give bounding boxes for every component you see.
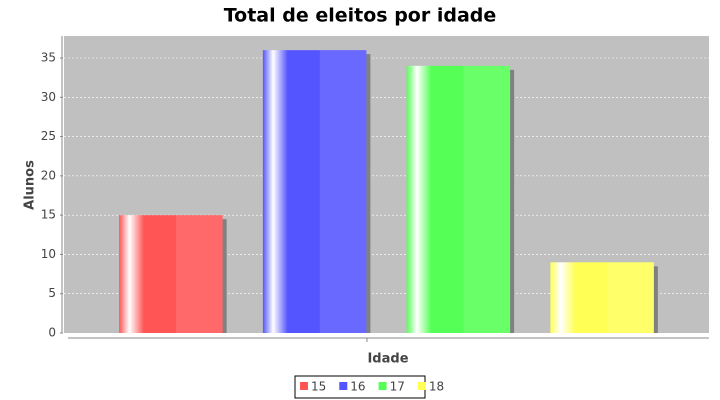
- y-tick-label: 5: [48, 286, 56, 300]
- y-tick-label: 0: [48, 326, 56, 340]
- bar: [119, 215, 223, 333]
- bar-highlight: [176, 215, 223, 333]
- y-tick-label: 10: [41, 247, 56, 261]
- y-tick-label: 15: [41, 208, 56, 222]
- legend-swatch: [339, 382, 348, 390]
- y-tick-label: 35: [41, 51, 56, 65]
- y-tick-label: 25: [41, 129, 56, 143]
- bar: [406, 65, 511, 333]
- bar-highlight: [319, 50, 367, 334]
- legend-label: 18: [429, 380, 444, 394]
- legend-label: 17: [390, 380, 405, 394]
- bar: [262, 50, 367, 334]
- bar: [550, 262, 654, 333]
- x-axis-label: Idade: [367, 352, 408, 367]
- chart-title: Total de eleitos por idade: [224, 5, 497, 27]
- y-axis-label: Alunos: [23, 160, 38, 210]
- bar-highlight: [463, 65, 511, 333]
- legend-label: 16: [350, 380, 365, 394]
- y-tick-label: 30: [41, 90, 56, 104]
- bar-highlight: [607, 262, 654, 333]
- legend-swatch: [378, 382, 387, 390]
- legend-swatch: [417, 382, 426, 390]
- legend-label: 15: [311, 380, 326, 394]
- legend-swatch: [300, 382, 308, 390]
- y-tick-label: 20: [41, 168, 56, 182]
